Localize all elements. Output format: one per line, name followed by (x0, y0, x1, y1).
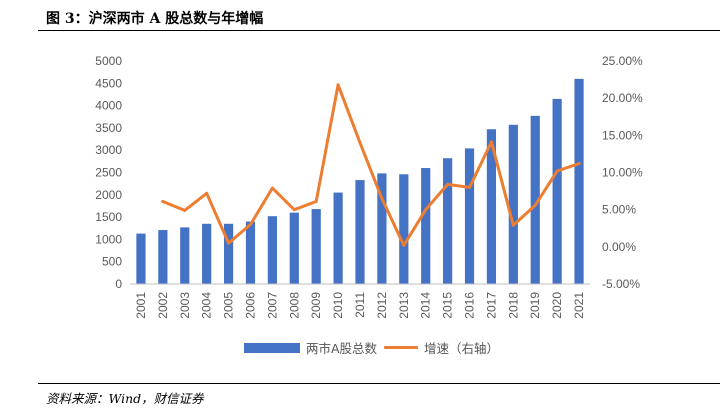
x-tick-label: 2019 (528, 292, 542, 319)
growth-point (161, 199, 165, 203)
bar (245, 221, 256, 284)
x-tick-label: 2015 (441, 292, 455, 319)
bar (223, 223, 234, 284)
y-left-tick-label: 4000 (95, 99, 122, 113)
top-rule (38, 30, 720, 31)
combo-chart: 0 500 1000 1500 2000 2500 3000 3500 4000 4500 5000… (95, 54, 643, 319)
x-tick-label: 2016 (463, 292, 477, 319)
bar (202, 223, 212, 284)
bar (443, 158, 453, 284)
growth-point (314, 199, 318, 203)
growth-point (424, 208, 428, 212)
x-tick-label: 2003 (178, 292, 192, 319)
bar (464, 148, 475, 284)
y-left-tick-label: 3500 (95, 121, 122, 135)
legend-item-bars: 两市A股总数 (244, 338, 377, 357)
growth-point (336, 83, 340, 87)
x-tick-label: 2005 (222, 292, 236, 319)
bar (377, 173, 387, 284)
legend-label-bars: 两市A股总数 (306, 341, 378, 356)
x-tick-label: 2002 (156, 292, 170, 319)
legend-swatch-line (384, 346, 418, 349)
y-left-tick-label: 5000 (95, 54, 122, 68)
bar (311, 209, 321, 284)
x-tick-label: 2010 (331, 292, 345, 319)
bar (399, 174, 409, 284)
growth-point (227, 241, 231, 245)
y-right-tick-label: 5.00% (602, 203, 636, 217)
x-tick-label: 2020 (550, 292, 564, 319)
legend-swatch-bars (244, 342, 300, 353)
figure-title: 图 3：沪深两市 A 股总数与年增幅 (46, 11, 264, 27)
growth-point (292, 208, 296, 212)
x-tick-label: 2018 (506, 292, 520, 319)
bar (421, 168, 431, 284)
y-left-tick-label: 1000 (95, 232, 122, 246)
bar (180, 227, 190, 284)
growth-point (270, 186, 274, 190)
y-left-tick-label: 3000 (95, 143, 122, 157)
y-right-tick-label: 25.00% (602, 54, 643, 68)
growth-point (533, 203, 537, 207)
growth-point (489, 140, 493, 144)
x-tick-label: 2012 (375, 292, 389, 319)
bar (136, 233, 146, 284)
y-left-tick-label: 1500 (95, 210, 122, 224)
growth-point (248, 223, 252, 227)
x-tick-label: 2001 (134, 292, 148, 319)
x-tick-label: 2004 (200, 292, 214, 319)
y-left-tick-label: 2000 (95, 188, 122, 202)
x-tick-label: 2014 (419, 292, 433, 319)
growth-point (555, 169, 559, 173)
growth-line (161, 83, 581, 247)
x-tick-label: 2009 (309, 292, 323, 319)
source-note: 资料来源：Wind，财信证券 (46, 391, 204, 406)
growth-point (380, 197, 384, 201)
growth-point (577, 162, 581, 166)
growth-point (511, 223, 515, 227)
y-left-tick-label: 4500 (95, 76, 122, 90)
x-tick-label: 2011 (353, 292, 367, 318)
growth-point (358, 141, 362, 145)
y-left-tick-label: 2500 (95, 166, 122, 180)
x-tick-label: 2017 (484, 292, 498, 319)
bar (355, 180, 365, 284)
bar (574, 78, 584, 284)
chart-legend: 两市A股总数 增速（右轴） (0, 338, 726, 358)
x-tick-label: 2008 (287, 292, 301, 319)
x-tick-label: 2007 (265, 292, 279, 319)
growth-point (468, 185, 472, 189)
bar (486, 129, 497, 284)
growth-point (446, 182, 450, 186)
growth-point (402, 243, 406, 247)
bar (289, 212, 299, 284)
x-tick-label: 2021 (572, 292, 586, 319)
bar (333, 192, 343, 284)
y-right-tick-label: 10.00% (602, 166, 643, 180)
y-left-tick-label: 0 (115, 277, 122, 291)
growth-point (183, 208, 187, 212)
bottom-rule (38, 383, 720, 384)
x-tick-label: 2006 (243, 292, 257, 319)
y-right-tick-label: 0.00% (602, 240, 636, 254)
growth-point (205, 191, 209, 195)
bar (508, 124, 518, 284)
bar (552, 98, 562, 284)
y-right-tick-label: 15.00% (602, 128, 643, 142)
bar (530, 115, 540, 284)
y-right-tick-label: -5.00% (602, 277, 640, 291)
legend-item-line: 增速（右轴） (384, 338, 499, 357)
x-tick-label: 2013 (397, 292, 411, 319)
bar (158, 230, 168, 284)
y-right-tick-label: 20.00% (602, 91, 643, 105)
y-left-tick-label: 500 (102, 255, 122, 269)
legend-label-line: 增速（右轴） (424, 341, 500, 356)
bar (267, 216, 277, 284)
